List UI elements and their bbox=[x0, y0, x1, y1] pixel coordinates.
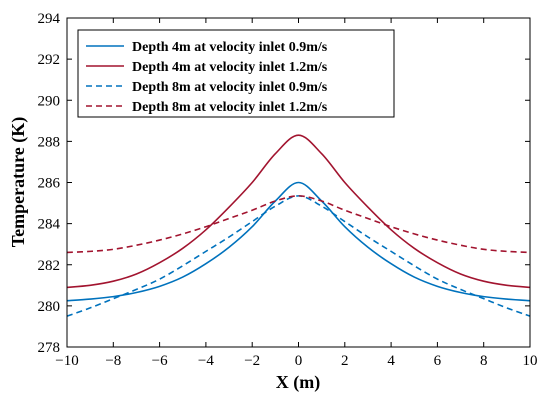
y-axis-title: Temperature (K) bbox=[8, 117, 29, 247]
y-tick-label: 286 bbox=[38, 176, 61, 192]
y-tick-label: 282 bbox=[38, 258, 61, 274]
legend-box bbox=[77, 29, 395, 118]
legend-label: Depth 4m at velocity inlet 1.2m/s bbox=[132, 60, 328, 75]
x-tick-label: −4 bbox=[198, 353, 214, 369]
x-tick-label: −6 bbox=[152, 353, 168, 369]
legend-label: Depth 4m at velocity inlet 0.9m/s bbox=[132, 40, 328, 55]
x-axis-title: X (m) bbox=[276, 372, 320, 393]
y-tick-label: 284 bbox=[38, 217, 61, 233]
y-tick-label: 280 bbox=[38, 299, 61, 315]
y-axis-ticks: 278 280 282 284 286 288 290 292 294 bbox=[38, 11, 530, 356]
x-tick-label: 8 bbox=[480, 353, 488, 369]
x-tick-label: 10 bbox=[523, 353, 538, 369]
series-depth8-v12-line bbox=[66, 195, 531, 254]
x-tick-label: 0 bbox=[295, 353, 303, 369]
y-tick-label: 292 bbox=[38, 52, 61, 68]
x-tick-label: 2 bbox=[341, 353, 349, 369]
x-tick-label: −10 bbox=[55, 353, 78, 369]
x-axis-ticks: −10 −8 −6 −4 −2 0 2 4 6 8 10 bbox=[55, 18, 538, 369]
x-tick-label: −2 bbox=[244, 353, 260, 369]
y-tick-label: 278 bbox=[38, 340, 61, 356]
plot-lines bbox=[66, 134, 531, 317]
x-tick-label: −8 bbox=[105, 353, 121, 369]
series-depth8-v09-line bbox=[66, 195, 531, 317]
x-tick-label: 6 bbox=[434, 353, 442, 369]
legend-label: Depth 8m at velocity inlet 0.9m/s bbox=[132, 80, 328, 95]
x-tick-label: 4 bbox=[387, 353, 395, 369]
y-tick-label: 290 bbox=[38, 93, 61, 109]
y-tick-label: 288 bbox=[38, 134, 61, 150]
y-tick-label: 294 bbox=[38, 11, 61, 27]
series-depth4-v12-line bbox=[66, 134, 531, 289]
legend-label: Depth 8m at velocity inlet 1.2m/s bbox=[132, 100, 328, 115]
legend: Depth 4m at velocity inlet 0.9m/s Depth 4… bbox=[77, 29, 395, 118]
series-depth4-v09-line bbox=[66, 181, 531, 302]
